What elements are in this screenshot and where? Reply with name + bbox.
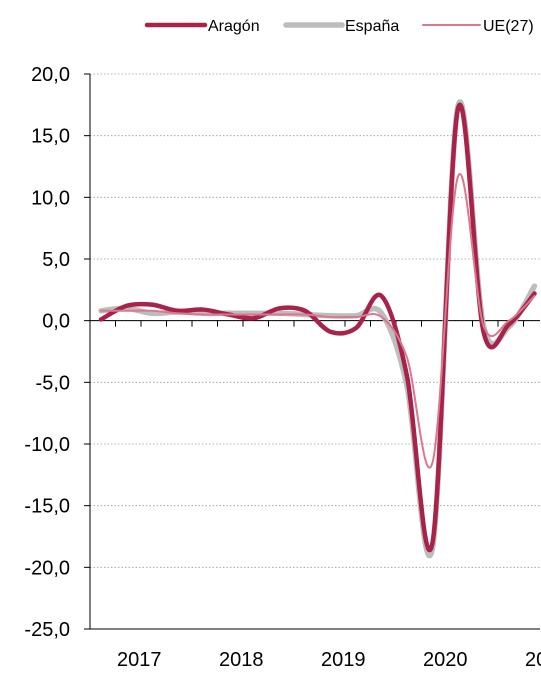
series-lines	[98, 99, 538, 559]
y-tick-label: -25,0	[24, 619, 70, 641]
legend-label: España	[345, 18, 399, 35]
legend-label: UE(27)	[483, 18, 534, 35]
y-tick-label: -20,0	[24, 557, 70, 579]
series-line-ue-27	[100, 172, 536, 469]
axes: 20,0 15,0 10,0 5,0 0,0 -5,0 -10,0 -15,0 -20,0 -25…	[24, 64, 541, 671]
x-tick-label: 2017	[117, 649, 162, 668]
x-tick-label: 2019	[321, 649, 366, 668]
y-tick-label: -5,0	[36, 372, 70, 394]
legend: Aragón España UE(27)	[144, 18, 534, 35]
y-tick-label: 15,0	[31, 126, 70, 148]
y-tick-label: -15,0	[24, 496, 70, 518]
y-tick-label: 5,0	[42, 249, 70, 271]
legend-item: Aragón	[144, 18, 260, 35]
x-tick-label: 2018	[219, 649, 264, 668]
series-line-arag-n	[98, 102, 537, 553]
legend-label: Aragón	[208, 18, 260, 35]
x-tick-label: 2021	[525, 649, 541, 668]
y-tick-label: 10,0	[31, 187, 70, 209]
y-tick-label: 20,0	[31, 64, 70, 86]
y-tick-label: -10,0	[24, 434, 70, 456]
y-tick-label: 0,0	[42, 311, 70, 333]
x-tick-label: 2020	[423, 649, 468, 668]
legend-item: España	[283, 18, 399, 35]
legend-item: UE(27)	[422, 18, 534, 35]
